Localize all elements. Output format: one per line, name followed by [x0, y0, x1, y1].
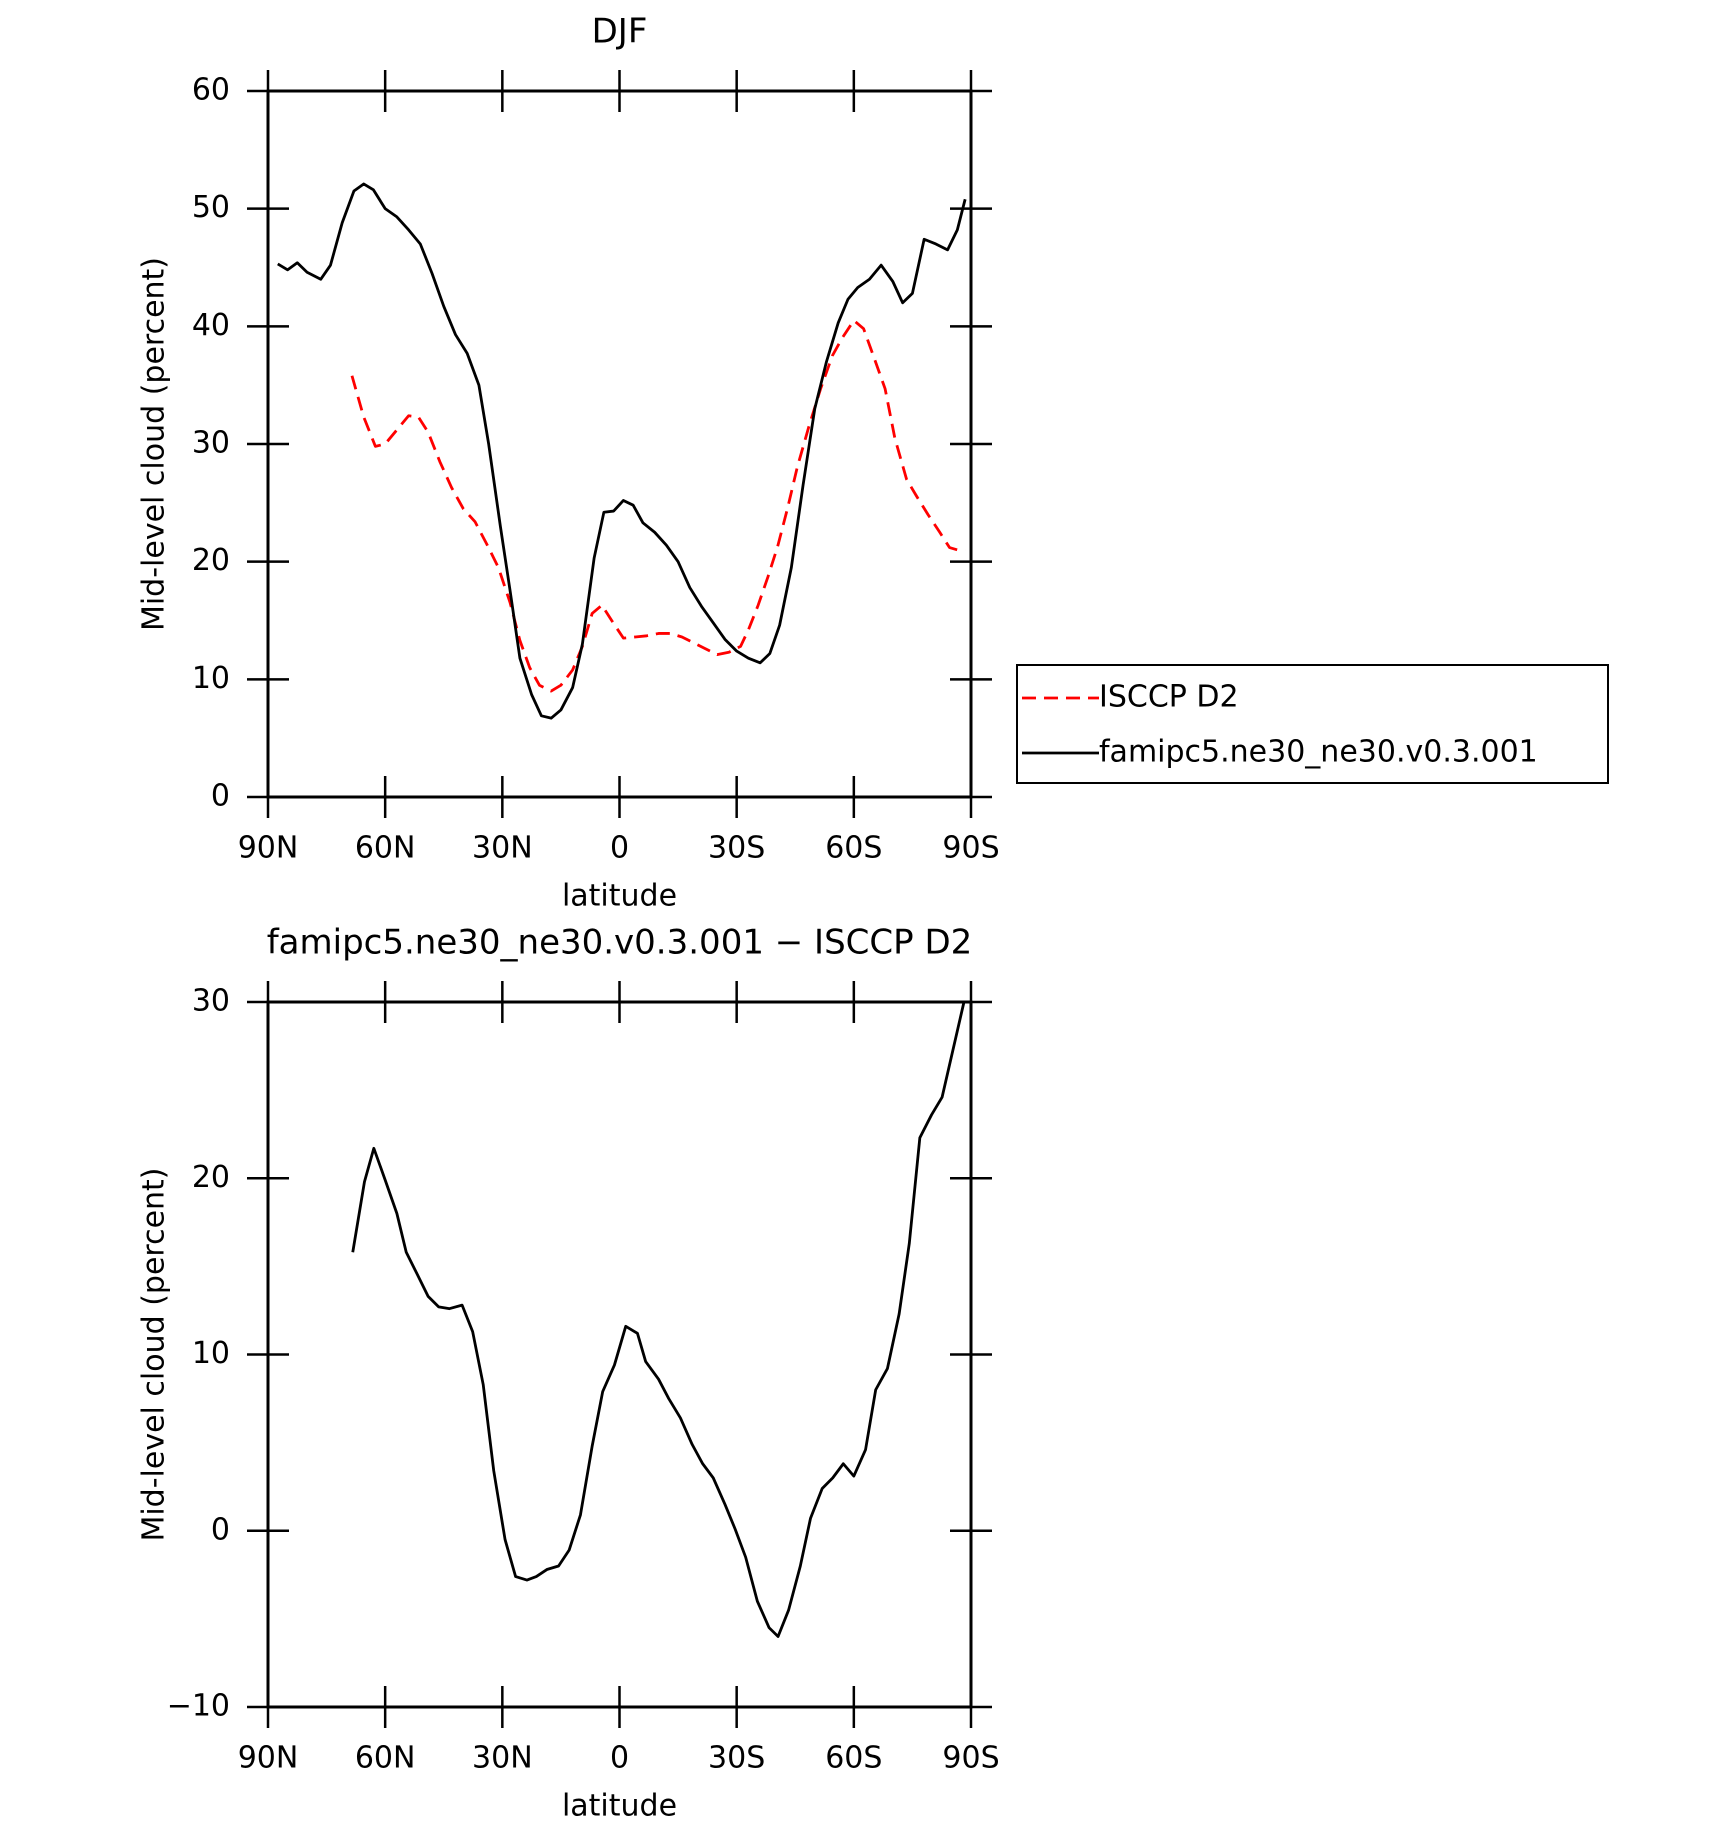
y-tick-label: 20 — [192, 543, 230, 578]
legend-box — [1016, 664, 1609, 784]
x-tick-label: 90N — [238, 1741, 299, 1776]
x-tick-label: 0 — [610, 831, 629, 866]
legend-label: ISCCP D2 — [1099, 680, 1239, 715]
y-tick-label: 30 — [192, 984, 230, 1019]
x-tick-label: 60N — [355, 831, 416, 866]
x-tick-label: 30N — [472, 1741, 533, 1776]
y-tick-label: 50 — [192, 190, 230, 225]
y-tick-label: 20 — [192, 1160, 230, 1195]
y-tick-label: 10 — [192, 1336, 230, 1371]
plot-frame — [266, 89, 973, 799]
y-axis-label: Mid-level cloud (percent) — [137, 1167, 172, 1541]
chart-title: DJF — [592, 12, 648, 52]
y-tick-label: 10 — [192, 661, 230, 696]
y-tick-label: 30 — [192, 426, 230, 461]
data-line — [351, 1001, 966, 1638]
y-tick-label: 0 — [211, 779, 230, 814]
x-tick-label: 60N — [355, 1741, 416, 1776]
x-tick-label: 90S — [942, 831, 999, 866]
y-tick-label: 60 — [192, 73, 230, 108]
x-tick-label: 60S — [825, 831, 882, 866]
x-tick-label: 30N — [472, 831, 533, 866]
x-tick-label: 30S — [708, 831, 765, 866]
data-line — [350, 319, 966, 693]
y-tick-label: 0 — [211, 1512, 230, 1547]
chart-title: famipc5.ne30_ne30.v0.3.001 − ISCCP D2 — [267, 923, 973, 963]
y-axis-label: Mid-level cloud (percent) — [137, 257, 172, 631]
plot-frame — [266, 1000, 973, 1709]
x-axis-label: latitude — [562, 879, 677, 914]
x-tick-label: 30S — [708, 1741, 765, 1776]
x-tick-label: 90S — [942, 1741, 999, 1776]
y-tick-label: 40 — [192, 308, 230, 343]
x-tick-label: 60S — [825, 1741, 882, 1776]
x-tick-label: 90N — [238, 831, 299, 866]
legend-label: famipc5.ne30_ne30.v0.3.001 — [1099, 735, 1538, 770]
x-tick-label: 0 — [610, 1741, 629, 1776]
data-line — [277, 182, 967, 720]
x-axis-label: latitude — [562, 1789, 677, 1822]
y-tick-label: −10 — [167, 1689, 230, 1724]
